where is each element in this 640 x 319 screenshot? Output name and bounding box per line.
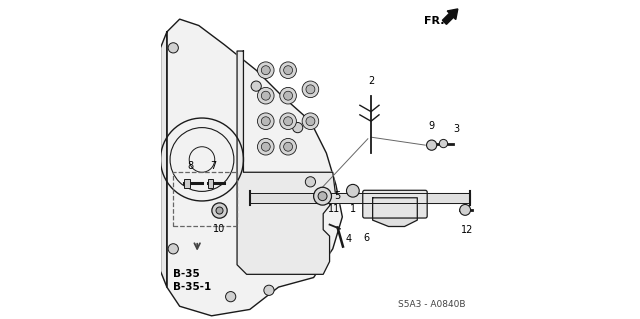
Polygon shape — [237, 51, 336, 274]
Circle shape — [225, 292, 236, 302]
Circle shape — [168, 43, 179, 53]
Text: 2: 2 — [368, 76, 374, 86]
Text: 6: 6 — [363, 233, 369, 243]
Bar — [208, 179, 214, 188]
Circle shape — [280, 87, 296, 104]
Circle shape — [302, 113, 319, 130]
Circle shape — [280, 113, 296, 130]
Circle shape — [302, 81, 319, 98]
Circle shape — [318, 192, 327, 201]
Text: 4: 4 — [346, 234, 351, 244]
Circle shape — [306, 85, 315, 94]
Circle shape — [168, 244, 179, 254]
Circle shape — [305, 177, 316, 187]
Circle shape — [264, 285, 274, 295]
Text: S5A3 - A0840B: S5A3 - A0840B — [397, 300, 465, 309]
Circle shape — [261, 142, 270, 151]
Text: 9: 9 — [429, 121, 435, 131]
Text: 10: 10 — [213, 224, 226, 234]
Bar — [173, 172, 237, 226]
Circle shape — [257, 87, 274, 104]
Text: 7: 7 — [211, 161, 216, 171]
FancyArrow shape — [442, 9, 458, 24]
Polygon shape — [167, 19, 342, 316]
Circle shape — [257, 62, 274, 78]
Circle shape — [284, 66, 292, 75]
Text: 8: 8 — [187, 161, 193, 171]
Circle shape — [284, 117, 292, 126]
Text: FR.: FR. — [424, 16, 444, 26]
Circle shape — [306, 117, 315, 126]
Polygon shape — [161, 32, 167, 287]
Circle shape — [261, 117, 270, 126]
Bar — [184, 179, 190, 188]
Circle shape — [216, 207, 223, 214]
Circle shape — [261, 91, 270, 100]
Circle shape — [280, 138, 296, 155]
Circle shape — [257, 113, 274, 130]
Circle shape — [460, 204, 470, 215]
FancyBboxPatch shape — [363, 190, 427, 218]
Circle shape — [292, 122, 303, 133]
Circle shape — [212, 203, 227, 218]
Circle shape — [251, 81, 261, 91]
Text: 3: 3 — [453, 124, 459, 134]
Circle shape — [284, 91, 292, 100]
Polygon shape — [372, 198, 417, 226]
Text: 1: 1 — [350, 204, 356, 213]
Circle shape — [346, 184, 359, 197]
Circle shape — [426, 140, 436, 150]
Circle shape — [314, 187, 332, 205]
Circle shape — [257, 138, 274, 155]
Circle shape — [439, 139, 447, 148]
Text: 5: 5 — [333, 191, 340, 201]
Circle shape — [280, 62, 296, 78]
Text: 11: 11 — [328, 204, 340, 214]
Text: 12: 12 — [461, 225, 473, 235]
Circle shape — [284, 142, 292, 151]
Text: B-35
B-35-1: B-35 B-35-1 — [173, 269, 211, 292]
Circle shape — [261, 66, 270, 75]
